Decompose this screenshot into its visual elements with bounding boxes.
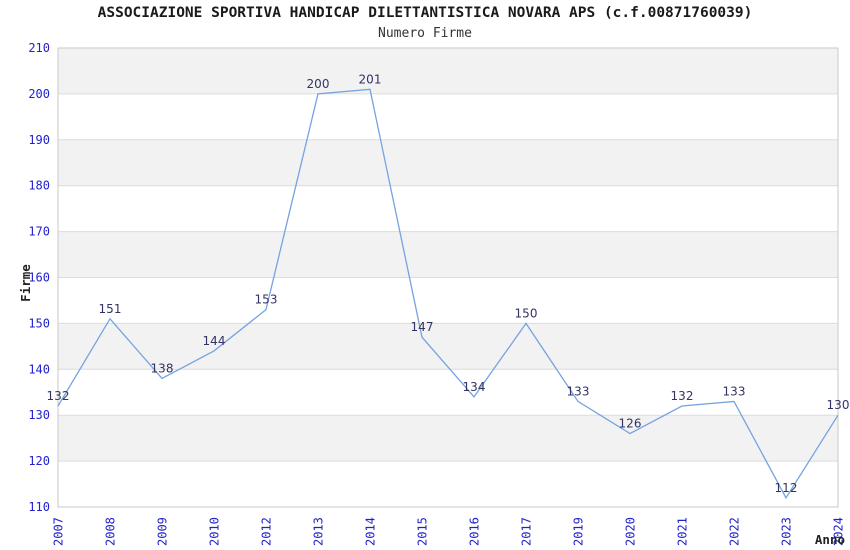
plot-band bbox=[58, 415, 838, 462]
x-tick-label: 2009 bbox=[156, 517, 170, 546]
data-label: 144 bbox=[203, 334, 226, 348]
data-label: 132 bbox=[671, 389, 694, 403]
y-tick-label: 110 bbox=[28, 500, 50, 514]
plot-band bbox=[58, 48, 838, 94]
y-axis-title: Firme bbox=[18, 264, 33, 302]
data-label: 151 bbox=[99, 302, 122, 316]
plot-band bbox=[58, 231, 838, 278]
x-tick-label: 2024 bbox=[832, 517, 846, 546]
data-label: 132 bbox=[47, 389, 70, 403]
x-tick-label: 2013 bbox=[312, 517, 326, 546]
plot-band bbox=[58, 139, 838, 186]
x-tick-label: 2019 bbox=[572, 517, 586, 546]
x-tick-label: 2023 bbox=[780, 517, 794, 546]
y-tick-label: 180 bbox=[28, 179, 50, 193]
y-tick-label: 140 bbox=[28, 362, 50, 376]
data-line bbox=[57, 88, 839, 500]
y-tick-label: 130 bbox=[28, 408, 50, 422]
y-tick-label: 200 bbox=[28, 87, 50, 101]
data-label: 112 bbox=[775, 481, 798, 495]
x-tick-label: 2014 bbox=[364, 517, 378, 546]
x-tick-label: 2021 bbox=[676, 517, 690, 546]
x-tick-label: 2010 bbox=[208, 517, 222, 546]
data-label: 133 bbox=[567, 384, 590, 398]
x-tick-label: 2016 bbox=[468, 517, 482, 546]
y-tick-label: 190 bbox=[28, 133, 50, 147]
plot-border bbox=[57, 47, 839, 508]
y-tick-label: 170 bbox=[28, 225, 50, 239]
x-tick-label: 2012 bbox=[260, 517, 274, 546]
data-label: 153 bbox=[255, 293, 278, 307]
data-label: 133 bbox=[723, 384, 746, 398]
x-axis-title: Anno bbox=[815, 532, 845, 547]
data-label: 201 bbox=[359, 72, 382, 86]
x-tick-label: 2020 bbox=[624, 517, 638, 546]
y-tick-label: 160 bbox=[28, 271, 50, 285]
y-tick-label: 120 bbox=[28, 454, 50, 468]
data-label: 150 bbox=[515, 306, 538, 320]
data-label: 138 bbox=[151, 361, 174, 375]
data-label: 200 bbox=[307, 77, 330, 91]
data-label: 147 bbox=[411, 320, 434, 334]
y-tick-label: 150 bbox=[28, 316, 50, 330]
data-label: 130 bbox=[827, 398, 850, 412]
y-tick-label: 210 bbox=[28, 41, 50, 55]
x-tick-label: 2022 bbox=[728, 517, 742, 546]
chart-title: ASSOCIAZIONE SPORTIVA HANDICAP DILETTANT… bbox=[97, 5, 753, 21]
x-tick-label: 2015 bbox=[416, 517, 430, 546]
data-label: 126 bbox=[619, 417, 642, 431]
x-tick-label: 2008 bbox=[104, 517, 118, 546]
data-label: 134 bbox=[463, 380, 486, 394]
x-tick-label: 2017 bbox=[520, 517, 534, 546]
plot-band bbox=[58, 323, 838, 370]
chart-subtitle: Numero Firme bbox=[378, 26, 472, 41]
x-tick-label: 2007 bbox=[52, 517, 66, 546]
